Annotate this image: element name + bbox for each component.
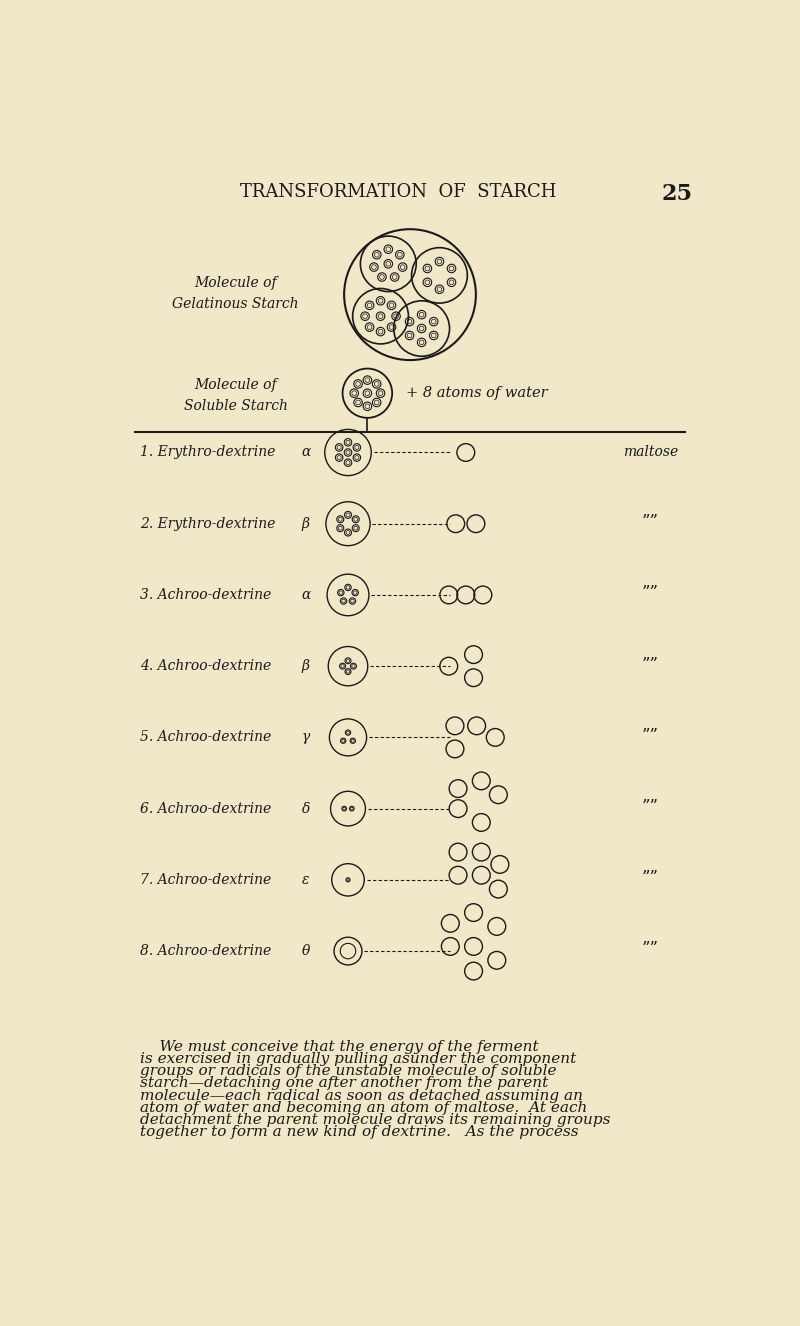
Text: atom of water and becoming an atom of maltose.  At each: atom of water and becoming an atom of ma… xyxy=(140,1101,588,1115)
Text: 8. Achroo-dextrine: 8. Achroo-dextrine xyxy=(140,944,271,959)
Text: Soluble Starch: Soluble Starch xyxy=(184,399,287,412)
Text: 2. Erythro-dextrine: 2. Erythro-dextrine xyxy=(140,517,276,530)
Text: starch—detaching one after another from the parent: starch—detaching one after another from … xyxy=(140,1077,549,1090)
Text: Molecule of: Molecule of xyxy=(194,276,277,290)
Text: ε: ε xyxy=(302,873,309,887)
Text: 5. Achroo-dextrine: 5. Achroo-dextrine xyxy=(140,731,271,744)
Text: Gelatinous Starch: Gelatinous Starch xyxy=(172,297,299,310)
Text: maltose: maltose xyxy=(622,446,678,460)
Text: molecule—each radical as soon as detached assuming an: molecule—each radical as soon as detache… xyxy=(140,1089,583,1103)
Text: together to form a new kind of dextrine.   As the process: together to form a new kind of dextrine.… xyxy=(140,1126,579,1139)
Text: ””: ”” xyxy=(642,798,658,814)
Text: θ: θ xyxy=(302,944,310,959)
Text: ””: ”” xyxy=(642,655,658,672)
Text: TRANSFORMATION  OF  STARCH: TRANSFORMATION OF STARCH xyxy=(240,183,557,202)
Text: α: α xyxy=(302,446,311,460)
Text: Molecule of: Molecule of xyxy=(194,378,277,392)
Text: groups or radicals of the unstable molecule of soluble: groups or radicals of the unstable molec… xyxy=(140,1065,557,1078)
Text: We must conceive that the energy of the ferment: We must conceive that the energy of the … xyxy=(140,1040,539,1054)
Text: 25: 25 xyxy=(662,183,693,206)
Text: ””: ”” xyxy=(642,513,658,530)
Text: ””: ”” xyxy=(642,869,658,886)
Text: + 8 atoms of water: + 8 atoms of water xyxy=(406,386,548,400)
Text: δ: δ xyxy=(302,802,310,815)
Text: 6. Achroo-dextrine: 6. Achroo-dextrine xyxy=(140,802,271,815)
Text: is exercised in gradually pulling asunder the component: is exercised in gradually pulling asunde… xyxy=(140,1052,577,1066)
Text: 1. Erythro-dextrine: 1. Erythro-dextrine xyxy=(140,446,276,460)
Text: β: β xyxy=(302,659,310,674)
Text: 7. Achroo-dextrine: 7. Achroo-dextrine xyxy=(140,873,271,887)
Text: β: β xyxy=(302,517,310,530)
Text: ””: ”” xyxy=(642,727,658,744)
Text: ””: ”” xyxy=(642,940,658,957)
Text: 3. Achroo-dextrine: 3. Achroo-dextrine xyxy=(140,587,271,602)
Text: detachment the parent molecule draws its remaining groups: detachment the parent molecule draws its… xyxy=(140,1113,611,1127)
Text: γ: γ xyxy=(302,731,310,744)
Text: ””: ”” xyxy=(642,585,658,601)
Text: α: α xyxy=(302,587,311,602)
Text: 4. Achroo-dextrine: 4. Achroo-dextrine xyxy=(140,659,271,674)
